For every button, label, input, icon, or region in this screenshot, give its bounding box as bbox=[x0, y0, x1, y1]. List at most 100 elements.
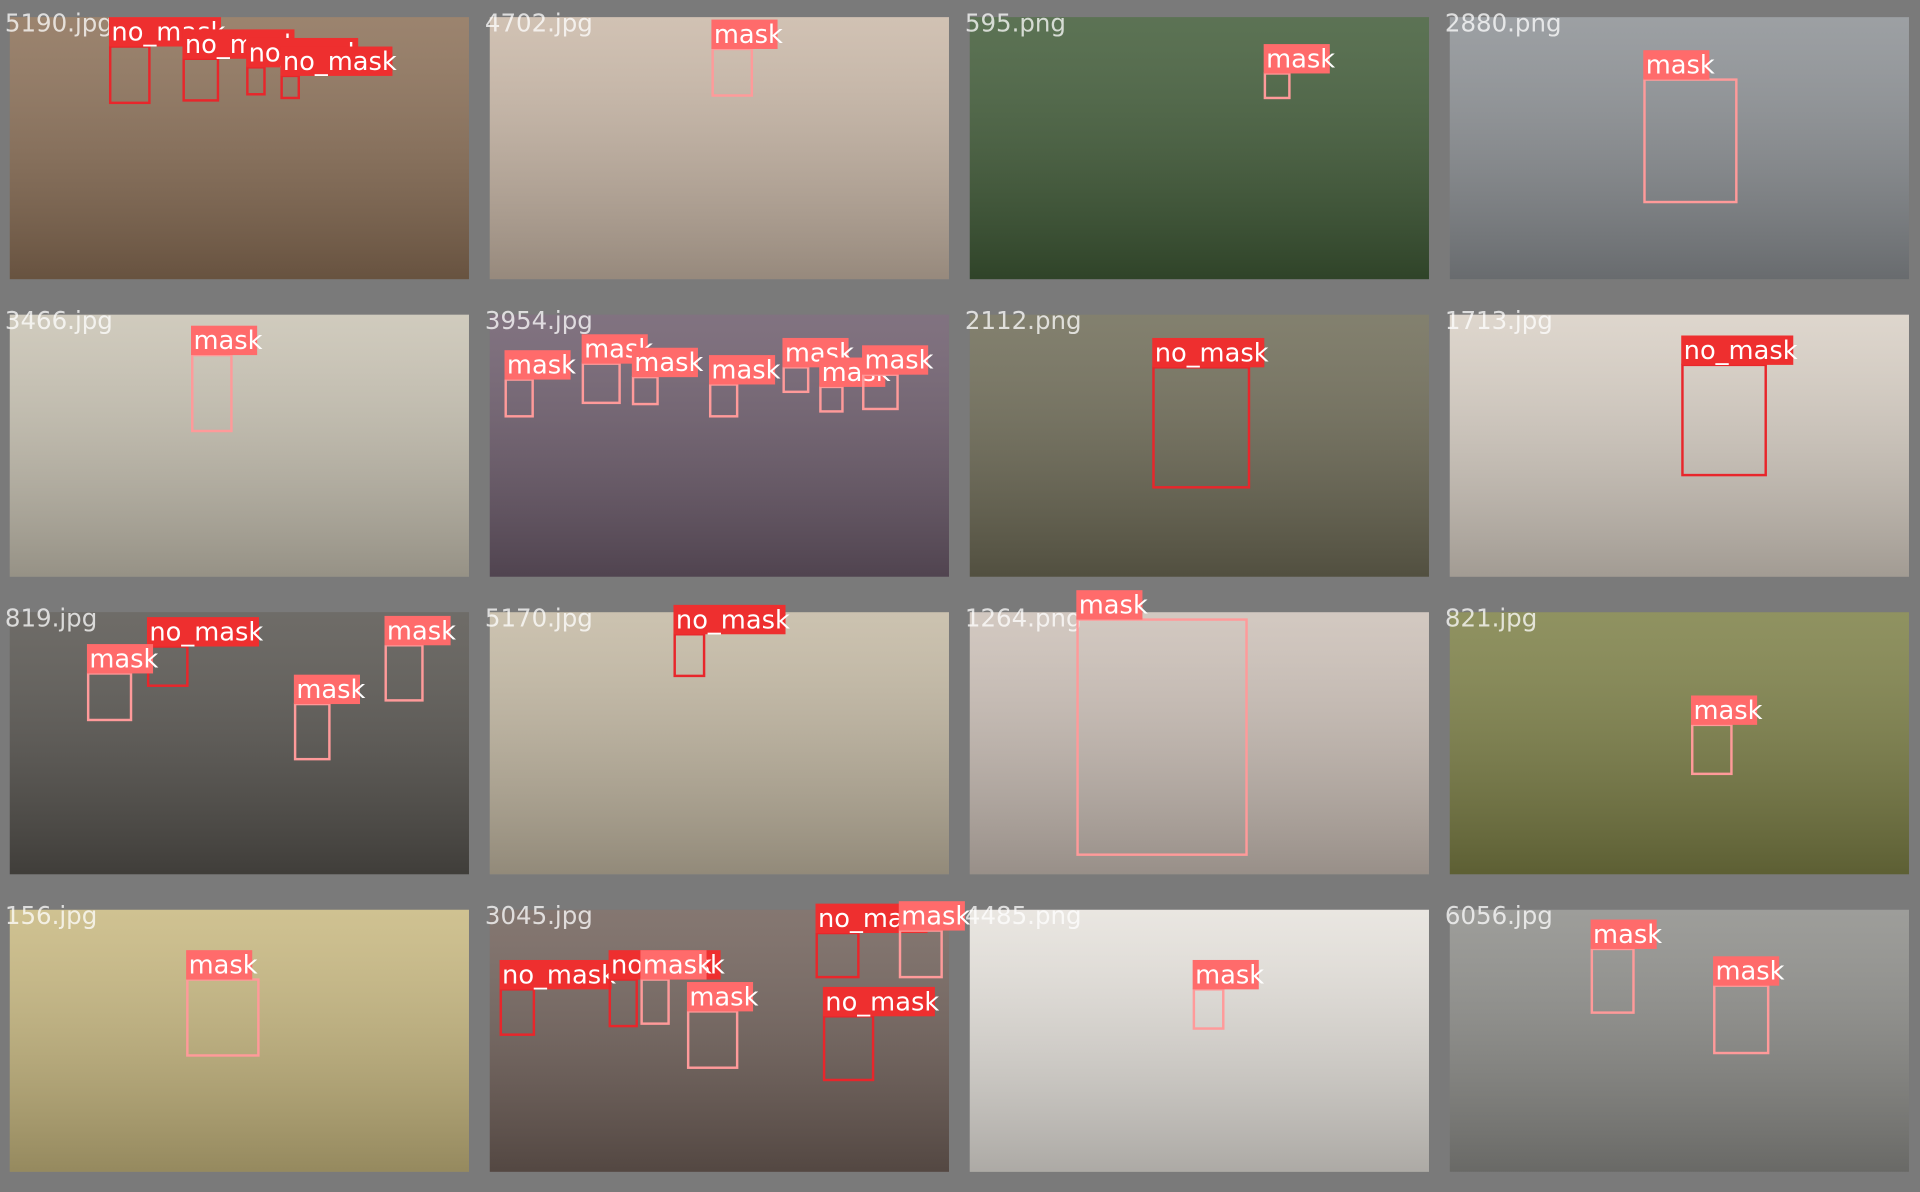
class-label: mask bbox=[1079, 591, 1148, 621]
class-label: mask bbox=[296, 675, 365, 705]
tile: 4485.png mask bbox=[965, 901, 1429, 1172]
label-bg bbox=[1643, 50, 1710, 80]
photo-shade bbox=[969, 909, 1429, 1172]
class-label: mask bbox=[1716, 957, 1785, 987]
class-label: no_mask bbox=[149, 618, 263, 648]
tile: 4702.jpg mask bbox=[485, 8, 949, 280]
file-name: 156.jpg bbox=[5, 901, 97, 930]
tile: 156.jpg mask bbox=[5, 901, 469, 1172]
tile: 6056.jpg mask mask bbox=[1445, 901, 1909, 1172]
label-bg bbox=[146, 617, 259, 647]
class-label: mask bbox=[864, 346, 933, 376]
file-name: 1264.png bbox=[965, 604, 1082, 633]
class-label: mask bbox=[643, 951, 712, 981]
label-bg bbox=[708, 355, 776, 385]
class-label: mask bbox=[714, 20, 783, 50]
label-bg bbox=[686, 982, 754, 1012]
label-bg bbox=[640, 950, 707, 980]
photo-shade bbox=[1449, 314, 1909, 577]
label-bg bbox=[191, 325, 258, 356]
photo-shade bbox=[489, 909, 949, 1172]
class-label: mask bbox=[89, 644, 158, 674]
class-label: mask bbox=[901, 902, 970, 932]
file-name: 5190.jpg bbox=[5, 8, 113, 37]
photo-shade bbox=[9, 909, 469, 1172]
file-name: 5170.jpg bbox=[485, 604, 593, 633]
photo-shade bbox=[1449, 909, 1909, 1172]
class-label: mask bbox=[387, 616, 456, 646]
file-name: 6056.jpg bbox=[1445, 901, 1553, 930]
class-label: mask bbox=[507, 351, 576, 381]
class-label: no_mask bbox=[825, 987, 939, 1017]
file-name: 4702.jpg bbox=[485, 8, 593, 37]
class-label: mask bbox=[689, 982, 758, 1012]
tile: 595.png mask bbox=[965, 8, 1429, 280]
file-name: 2880.png bbox=[1445, 8, 1562, 37]
tile: 1713.jpg no_mask bbox=[1445, 306, 1909, 577]
label-bg bbox=[1590, 919, 1657, 949]
bounding-box bbox=[280, 74, 300, 100]
file-name: 1713.jpg bbox=[1445, 306, 1553, 335]
file-name: 2112.png bbox=[965, 306, 1082, 335]
tile: 3045.jpgno_maskmaskno_maskno_maskmaskmas… bbox=[485, 901, 970, 1172]
label-bg bbox=[1691, 695, 1758, 725]
photo-shade bbox=[969, 612, 1429, 875]
file-name: 595.png bbox=[965, 8, 1066, 37]
label-bg bbox=[1152, 337, 1265, 368]
label-bg bbox=[673, 604, 786, 635]
photo-shade bbox=[1449, 612, 1909, 875]
class-label: no_mask bbox=[676, 605, 790, 635]
class-label: mask bbox=[1593, 920, 1662, 950]
tile: 2112.png no_mask bbox=[965, 306, 1429, 577]
label-bg bbox=[1263, 44, 1330, 74]
tile: 3466.jpg mask bbox=[5, 306, 469, 577]
class-label: mask bbox=[711, 356, 780, 386]
class-label: no_mask bbox=[502, 960, 616, 990]
label-bg bbox=[822, 986, 935, 1017]
label-bg bbox=[862, 345, 929, 375]
class-label: mask bbox=[1195, 960, 1264, 990]
class-label: no_mask bbox=[1155, 338, 1269, 368]
label-bg bbox=[384, 615, 451, 646]
label-bg bbox=[186, 950, 253, 980]
bounding-box bbox=[1076, 618, 1248, 856]
file-name: 3466.jpg bbox=[5, 306, 113, 335]
file-name: 819.jpg bbox=[5, 604, 97, 633]
label-bg bbox=[280, 46, 393, 76]
class-label: no_mask bbox=[1684, 336, 1798, 366]
label-bg bbox=[499, 959, 612, 990]
class-label: mask bbox=[634, 348, 703, 378]
class-label: no_mask bbox=[283, 47, 397, 77]
label-bg bbox=[1713, 956, 1780, 986]
label-bg bbox=[711, 19, 778, 49]
tile: 821.jpg mask bbox=[1445, 604, 1909, 875]
label-bg bbox=[1681, 335, 1794, 365]
tile: 2880.png mask bbox=[1445, 8, 1909, 280]
photo-shade bbox=[9, 314, 469, 577]
class-label: mask bbox=[1266, 44, 1335, 74]
label-bg bbox=[631, 347, 698, 378]
label-bg bbox=[504, 350, 571, 380]
label-bg bbox=[86, 644, 154, 674]
tile: 5170.jpg no_mask bbox=[485, 604, 949, 875]
photo-shade bbox=[489, 17, 949, 280]
class-label: mask bbox=[1693, 696, 1762, 726]
label-bg bbox=[898, 901, 965, 931]
file-name: 4485.png bbox=[965, 901, 1082, 930]
file-name: 3045.jpg bbox=[485, 901, 593, 930]
class-label: mask bbox=[189, 951, 258, 981]
photo-shade bbox=[9, 612, 469, 875]
class-label: mask bbox=[193, 326, 262, 356]
file-name: 821.jpg bbox=[1445, 604, 1537, 633]
label-bg bbox=[1076, 590, 1143, 620]
label-bg bbox=[1192, 959, 1259, 990]
file-name: 3954.jpg bbox=[485, 306, 593, 335]
photo-shade bbox=[489, 612, 949, 875]
photo-shade bbox=[969, 17, 1429, 280]
